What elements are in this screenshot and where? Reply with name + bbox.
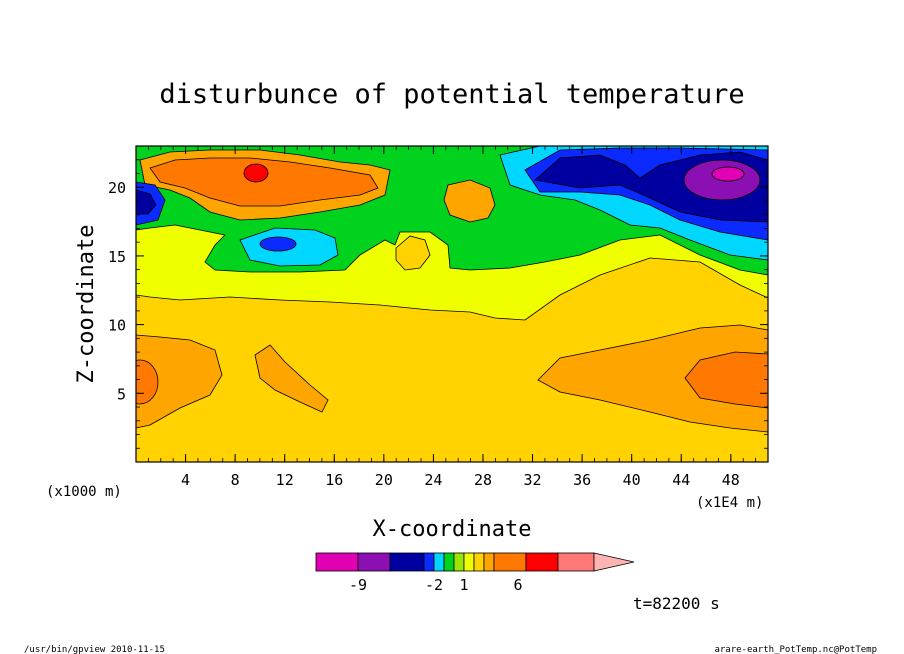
x-tick-label: 48 (722, 471, 740, 489)
x-tick-label: 8 (231, 471, 240, 489)
region-level-gt6 (243, 163, 269, 183)
y-minor-ticks (136, 159, 768, 449)
y-tick-label: 15 (108, 248, 126, 266)
y-tick-label: 10 (108, 317, 126, 335)
x-tick-label: 12 (276, 471, 294, 489)
region-level-lt-m9 (711, 166, 745, 182)
colorbar-tick-label: -2 (425, 576, 443, 594)
region-blue-left (259, 236, 297, 252)
x-unit-left: (x1000 m) (46, 484, 122, 500)
colorbar-segment (493, 552, 527, 572)
region-lower-left-dark (136, 359, 159, 405)
region-lower-right-dark (684, 351, 768, 409)
x-unit-right: (x1E4 m) (696, 495, 763, 511)
chart-title: disturbunce of potential temperature (159, 79, 744, 110)
x-tick-label: 4 (181, 471, 190, 489)
colorbar-segment (557, 552, 595, 572)
region-lower-left-orange (136, 334, 223, 429)
y-tick-label: 20 (108, 179, 126, 197)
region-lower-mid-orange (254, 344, 329, 413)
colorbar-segment (433, 552, 445, 572)
y-tick-label: 5 (117, 385, 126, 403)
y-axis-ticks: 5 10 15 20 (108, 179, 768, 403)
y-axis-label: Z-coordinate (74, 225, 99, 384)
x-tick-label: 32 (524, 471, 542, 489)
colorbar-segment (473, 552, 485, 572)
x-tick-label: 28 (474, 471, 492, 489)
colorbar-segment (483, 552, 495, 572)
colorbar-segment (389, 552, 425, 572)
x-tick-label: 20 (375, 471, 393, 489)
region-lower-right-orange (537, 324, 768, 433)
colorbar-segment (423, 552, 435, 572)
region-darkblue-edge (136, 189, 157, 215)
x-tick-label: 44 (672, 471, 690, 489)
region-upper-orange-2 (443, 179, 496, 223)
x-tick-label: 36 (573, 471, 591, 489)
x-axis-label: X-coordinate (373, 517, 532, 542)
region-level-4-6-upper (149, 157, 379, 207)
x-axis-ticks: 4 8 12 16 20 24 28 32 36 40 44 48 (181, 146, 740, 489)
footer-right: arare-earth_PotTemp.nc@PotTemp (714, 645, 877, 654)
colorbar-segment (315, 552, 359, 572)
colorbar-segment (525, 552, 559, 572)
colorbar-tick-labels: -9 -2 1 6 (349, 576, 523, 594)
colorbar-arrow (593, 552, 635, 572)
colorbar-tick-label: 1 (459, 576, 468, 594)
time-label: t=82200 s (633, 594, 720, 613)
plot-frame (135, 145, 769, 463)
footer-left: /usr/bin/gpview 2010-11-15 (24, 645, 165, 654)
colorbar-segment (357, 552, 391, 572)
colorbar (315, 552, 635, 572)
x-tick-label: 40 (623, 471, 641, 489)
colorbar-tick-label: -9 (349, 576, 367, 594)
colorbar-tick-label: 6 (513, 576, 522, 594)
colorbar-segment (463, 552, 475, 572)
x-tick-label: 24 (424, 471, 442, 489)
colorbar-segment (443, 552, 455, 572)
region-yellow-blob (395, 235, 431, 271)
x-tick-label: 16 (325, 471, 343, 489)
colorbar-segment (453, 552, 465, 572)
